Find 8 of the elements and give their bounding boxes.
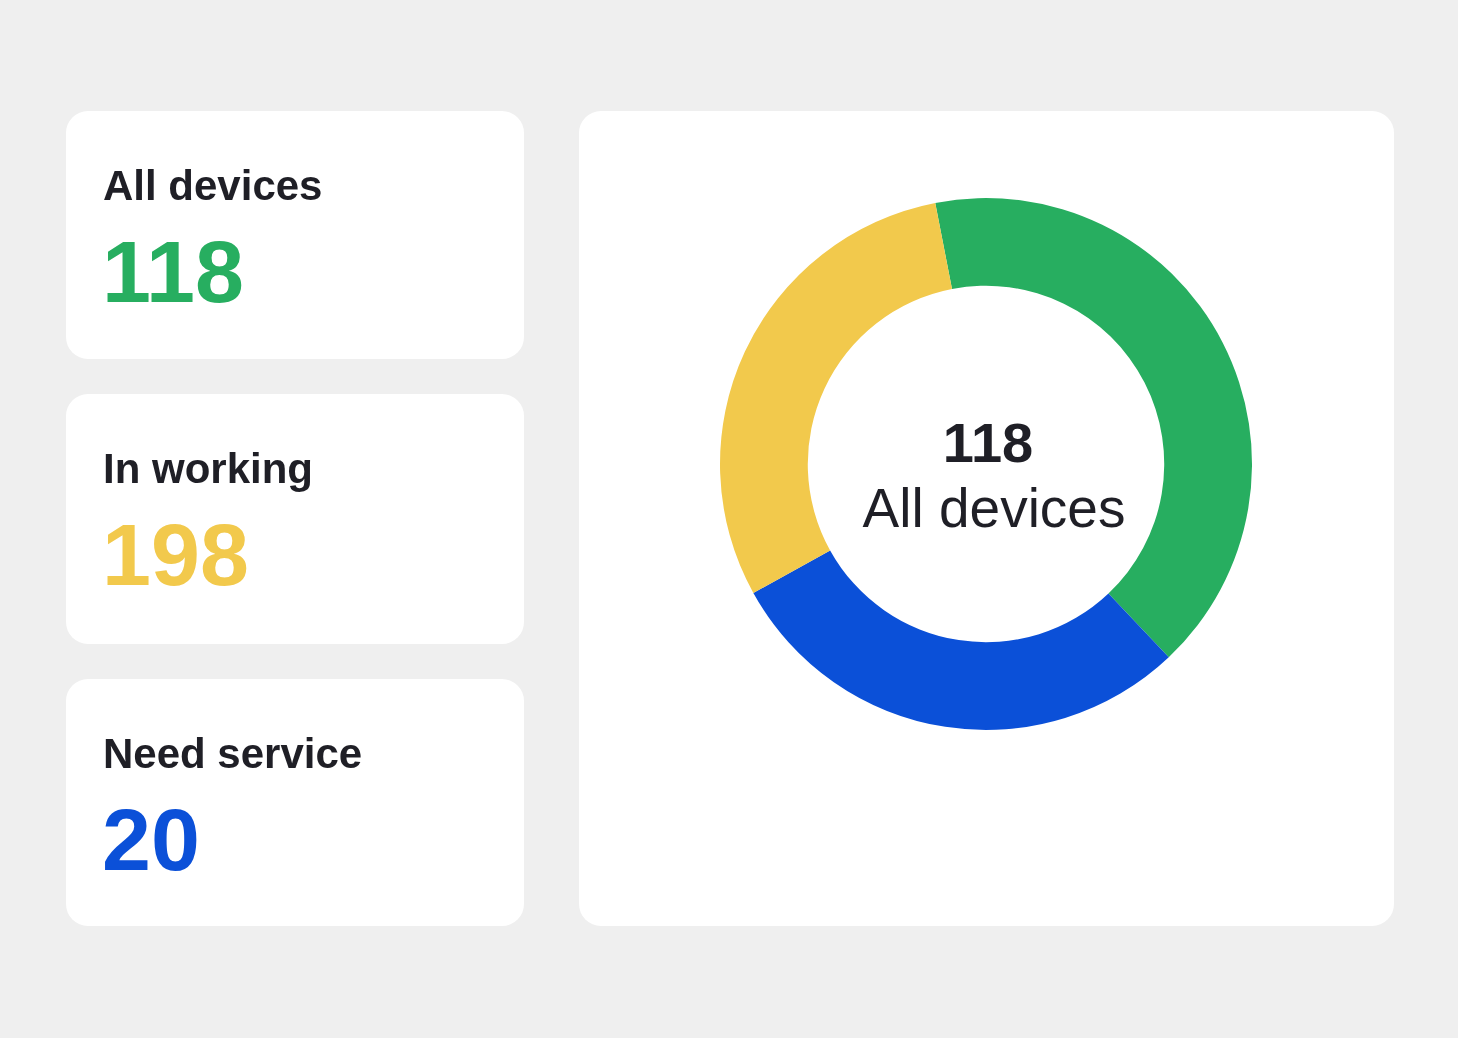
text: In working (103, 445, 313, 492)
text: 118 (102, 222, 244, 321)
text: 118 (942, 411, 1034, 474)
text: All devices (862, 477, 1126, 539)
text: Need service (103, 730, 363, 777)
text: 198 (102, 505, 249, 604)
text: 20 (102, 790, 200, 889)
text: All devices (103, 162, 323, 209)
